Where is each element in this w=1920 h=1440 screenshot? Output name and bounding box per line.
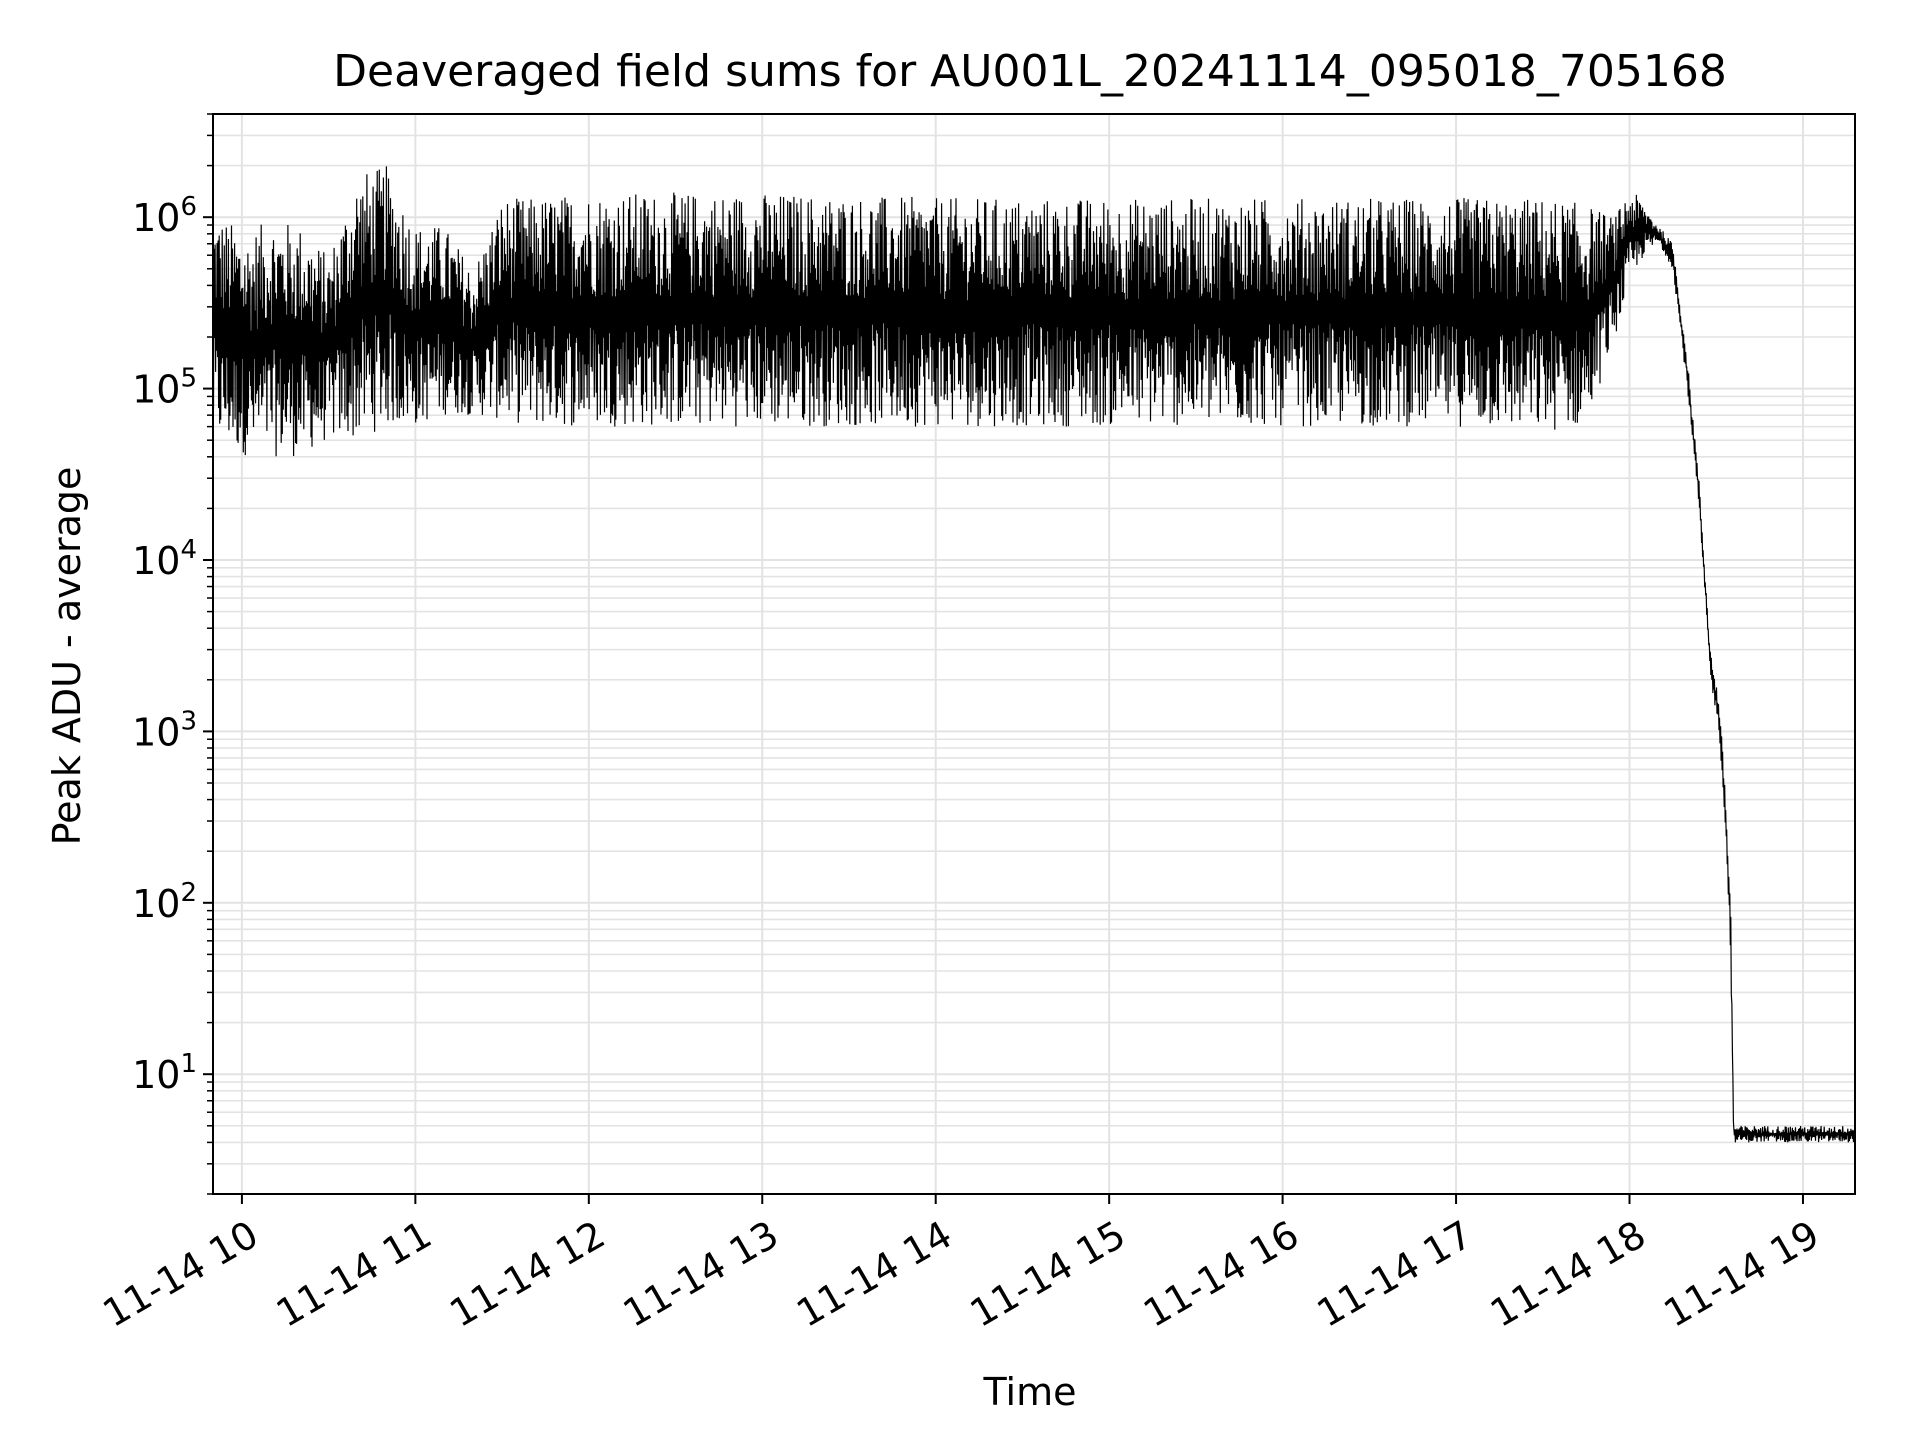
y-tick-label: 104 [132, 535, 197, 583]
plot-frame [212, 113, 1856, 1195]
y-axis: 101 102 103 104 105 106 [132, 113, 213, 1195]
plot-area [212, 166, 1856, 1143]
y-tick-label: 102 [132, 878, 197, 926]
y-tick-label: 101 [132, 1049, 197, 1097]
y-axis-label: Peak ADU - average [45, 467, 89, 846]
series-line [212, 166, 1856, 1143]
y-tick-label: 106 [132, 192, 197, 240]
chart-title: Deaveraged field sums for AU001L_2024111… [333, 46, 1727, 97]
x-axis-label: Time [983, 1370, 1077, 1414]
y-tick-label: 105 [132, 364, 197, 412]
y-tick-label: 103 [132, 706, 197, 754]
